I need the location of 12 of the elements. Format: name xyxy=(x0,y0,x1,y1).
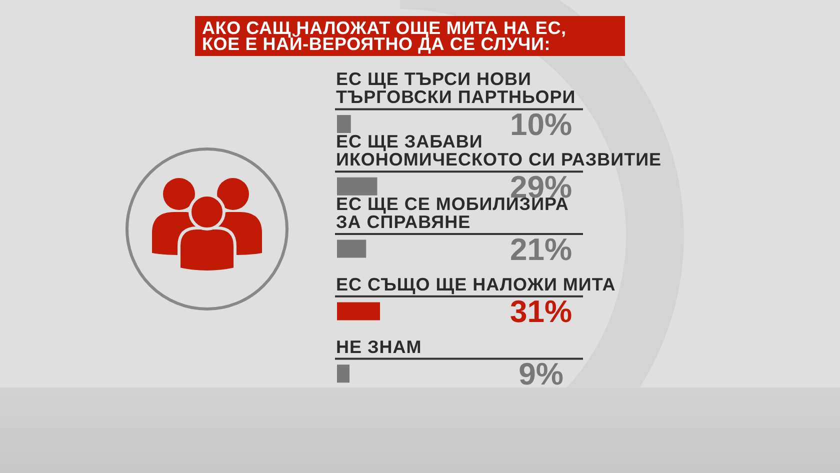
data-label: 21% xyxy=(510,232,572,267)
y-tick-label: ЕС ЩЕ ТЪРСИ НОВИ ТЪРГОВСКИ ПАРТНЬОРИ xyxy=(336,69,576,108)
y-tick-label: ЕС СЪЩО ЩЕ НАЛОЖИ МИТА xyxy=(336,274,616,294)
bar xyxy=(337,364,350,383)
bar xyxy=(337,177,378,196)
data-label: 9% xyxy=(518,356,564,392)
bar xyxy=(337,302,380,320)
y-tick-label: НЕ ЗНАМ xyxy=(336,336,422,357)
data-label: 31% xyxy=(510,294,572,330)
chart-title: АКО САЩ НАЛОЖАТ ОЩЕ МИТА НА ЕС, КОЕ Е НАЙ-ВЕРОЯТНО ДА СЕ СЛУЧИ: xyxy=(195,16,625,56)
bar xyxy=(337,115,351,133)
bar xyxy=(337,240,366,258)
